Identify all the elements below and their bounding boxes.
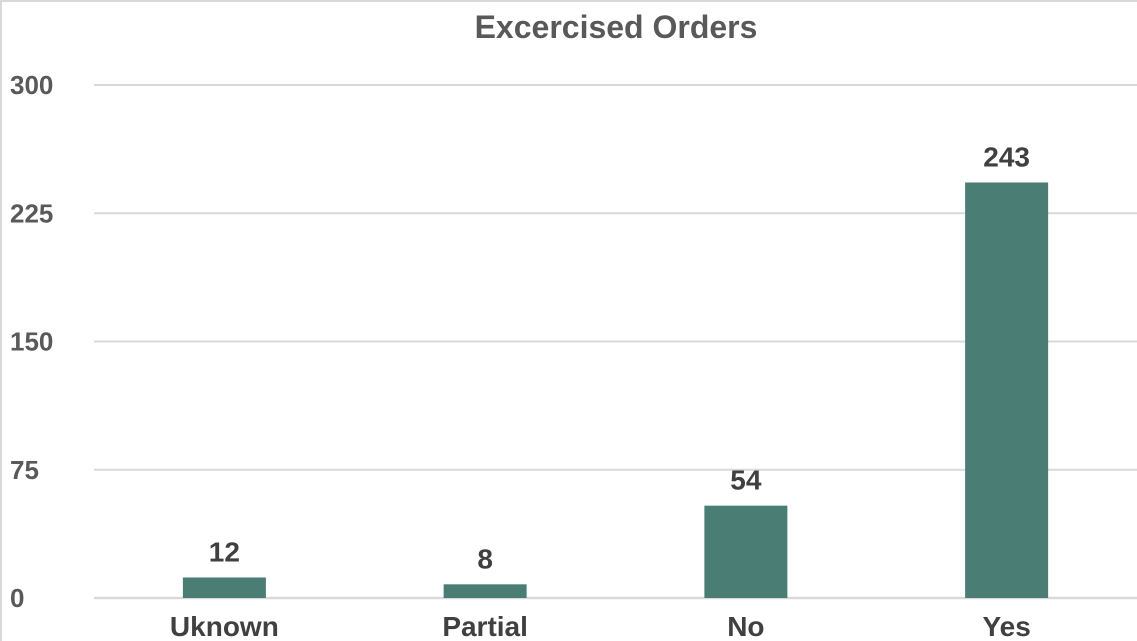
y-axis-tick-labels: 0 75 150 225 300	[10, 70, 53, 613]
y-tick-label: 0	[10, 583, 24, 613]
bars	[182, 182, 1049, 598]
data-label: 8	[477, 543, 493, 574]
category-label: No	[727, 611, 764, 641]
bar	[704, 505, 788, 598]
chart-title: Excercised Orders	[475, 9, 758, 45]
category-label: Yes	[982, 611, 1030, 641]
y-tick-label: 225	[10, 198, 53, 228]
bar	[182, 577, 266, 598]
y-tick-label: 75	[10, 455, 39, 485]
category-label: Uknown	[170, 611, 279, 641]
data-label: 12	[209, 536, 240, 567]
bar	[965, 182, 1049, 598]
gridlines	[94, 84, 1137, 600]
data-label: 54	[730, 465, 762, 496]
category-label: Partial	[442, 611, 528, 641]
data-label: 243	[983, 141, 1030, 172]
x-axis-category-labels: Uknown Partial No Yes	[170, 611, 1031, 641]
y-tick-label: 300	[10, 70, 53, 100]
data-labels: 12 8 54 243	[209, 141, 1030, 574]
y-tick-label: 150	[10, 327, 53, 357]
bar	[443, 584, 527, 598]
